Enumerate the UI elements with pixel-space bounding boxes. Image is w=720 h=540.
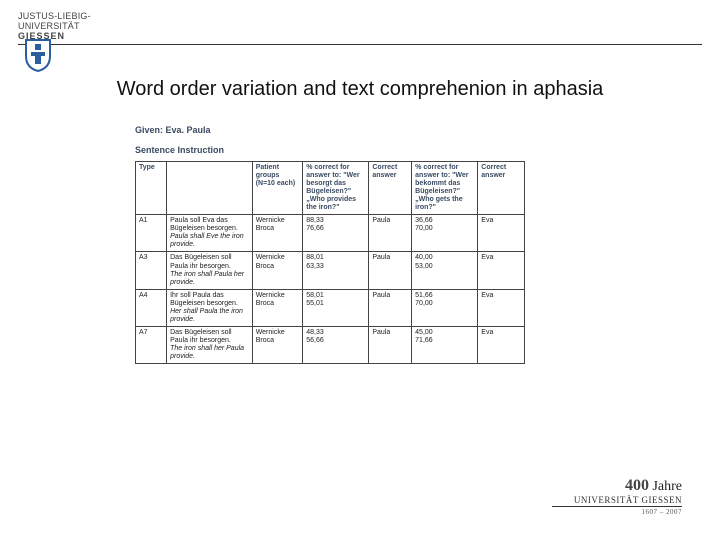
cell-pct1: 88,0163,33 — [303, 252, 369, 289]
anniv-years: 1607 – 2007 — [552, 508, 682, 516]
page-header: JUSTUS-LIEBIG- UNIVERSITÄT GIESSEN — [18, 12, 702, 45]
col-ans1: Correct answer — [369, 162, 412, 215]
cell-ans1: Paula — [369, 326, 412, 363]
table-row: A7Das Bügeleisen soll Paula ihr besorgen… — [136, 326, 525, 363]
anniv-word: Jahre — [652, 479, 682, 494]
uni-line-3: GIESSEN — [18, 32, 702, 42]
results-table: Type Patient groups (N=10 each) % correc… — [135, 161, 525, 364]
header-divider — [18, 44, 702, 45]
page-title: Word order variation and text compreheni… — [0, 78, 720, 101]
anniv-number: 400 — [625, 477, 649, 494]
anniversary-logo: 400 Jahre UNIVERSITÄT GIESSEN 1607 – 200… — [552, 477, 682, 516]
col-sentence — [167, 162, 253, 215]
cell-groups: WernickeBroca — [252, 289, 303, 326]
content-area: Given: Eva. Paula Sentence Instruction T… — [135, 125, 525, 364]
university-name: JUSTUS-LIEBIG- UNIVERSITÄT GIESSEN — [18, 12, 702, 42]
cell-ans2: Eva — [478, 289, 525, 326]
col-pct1: % correct for answer to: "Wer besorgt da… — [303, 162, 369, 215]
given-label: Given: Eva. Paula — [135, 125, 525, 135]
col-pct2: % correct for answer to: "Wer bekommt da… — [412, 162, 478, 215]
cell-pct1: 58,0155,01 — [303, 289, 369, 326]
table-row: A1Paula soll Eva das Bügeleisen besorgen… — [136, 215, 525, 252]
cell-type: A7 — [136, 326, 167, 363]
sentence-instruction-label: Sentence Instruction — [135, 145, 525, 155]
anniv-top: 400 Jahre — [552, 477, 682, 495]
cell-groups: WernickeBroca — [252, 215, 303, 252]
cell-sentence: Das Bügeleisen soll Paula ihr besorgen.T… — [167, 252, 253, 289]
university-shield-icon — [24, 38, 52, 72]
cell-sentence: Ihr soll Paula das Bügeleisen besorgen.H… — [167, 289, 253, 326]
uni-line-1: JUSTUS-LIEBIG- — [18, 12, 702, 22]
uni-line-2: UNIVERSITÄT — [18, 22, 702, 32]
col-type: Type — [136, 162, 167, 215]
table-row: A3Das Bügeleisen soll Paula ihr besorgen… — [136, 252, 525, 289]
cell-ans1: Paula — [369, 289, 412, 326]
cell-ans2: Eva — [478, 215, 525, 252]
cell-groups: WernickeBroca — [252, 252, 303, 289]
cell-sentence: Das Bügeleisen soll Paula ihr besorgen.T… — [167, 326, 253, 363]
cell-pct2: 45,0071,66 — [412, 326, 478, 363]
cell-type: A1 — [136, 215, 167, 252]
cell-ans1: Paula — [369, 252, 412, 289]
col-groups: Patient groups (N=10 each) — [252, 162, 303, 215]
cell-pct2: 36,6670,00 — [412, 215, 478, 252]
cell-sentence: Paula soll Eva das Bügeleisen besorgen.P… — [167, 215, 253, 252]
anniv-mid: UNIVERSITÄT GIESSEN — [552, 495, 682, 505]
table-row: A4Ihr soll Paula das Bügeleisen besorgen… — [136, 289, 525, 326]
cell-type: A3 — [136, 252, 167, 289]
cell-ans1: Paula — [369, 215, 412, 252]
cell-pct1: 48,3356,66 — [303, 326, 369, 363]
cell-pct2: 40,0053,00 — [412, 252, 478, 289]
cell-ans2: Eva — [478, 252, 525, 289]
cell-type: A4 — [136, 289, 167, 326]
cell-groups: WernickeBroca — [252, 326, 303, 363]
cell-pct2: 51,6670,00 — [412, 289, 478, 326]
anniv-divider — [552, 506, 682, 507]
col-ans2: Correct answer — [478, 162, 525, 215]
cell-pct1: 88,3376,66 — [303, 215, 369, 252]
cell-ans2: Eva — [478, 326, 525, 363]
table-header-row: Type Patient groups (N=10 each) % correc… — [136, 162, 525, 215]
